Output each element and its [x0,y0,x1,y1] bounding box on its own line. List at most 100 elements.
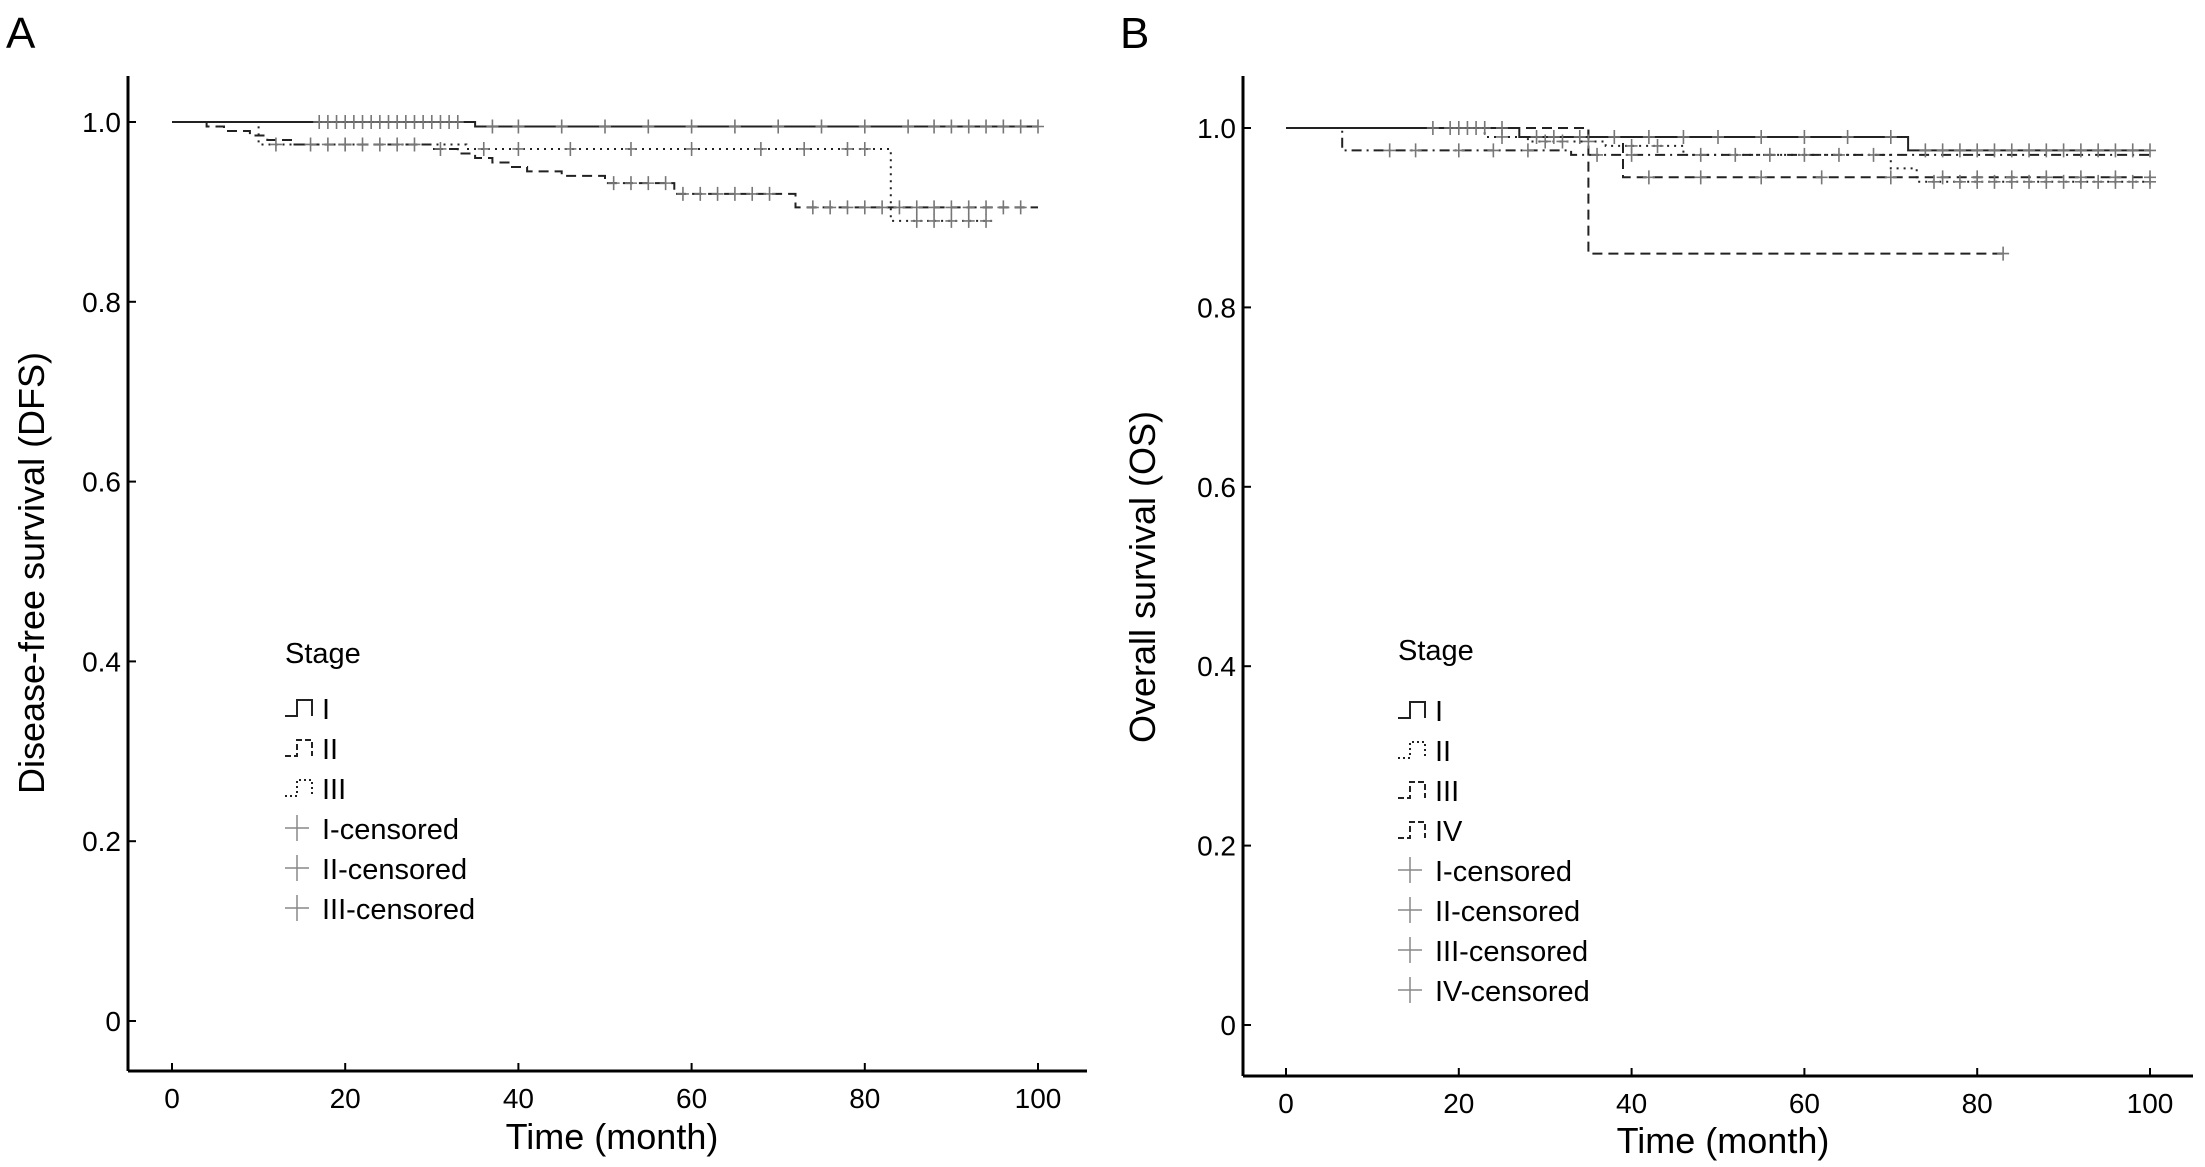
panel-b-censor-mark [1884,129,1897,144]
panel-a-censor-mark [841,200,854,215]
panel-a-censor-mark [962,213,975,228]
panel-a-censor-mark [728,119,741,134]
panel-b-legend-entry: III [1435,776,1459,808]
panel-a-censor-mark [564,141,577,156]
panel-a-censor-mark [815,119,828,134]
panel-a-x-axis-title: Time (month) [506,1116,719,1157]
panel-b-censor-mark [2023,174,2036,189]
panel-b-y-tick-label: 0.8 [1197,292,1236,323]
panel-a-censor-mark [945,213,958,228]
panel-b-legend-entry: III-censored [1435,936,1588,968]
panel-b-censor-mark [1547,129,1560,144]
panel-b-x-tick-label: 100 [2127,1088,2174,1119]
panel-b-legend-entry: IV-censored [1435,976,1590,1008]
panel-b-censor-mark [1755,129,1768,144]
panel-b-legend-line-swatch [1398,701,1426,719]
panel-b-censor-mark [1694,147,1707,162]
panel-b-x-tick-label: 40 [1616,1088,1647,1119]
panel-b-curve-stage-iii [1286,127,2150,156]
panel-a-censor-mark [624,141,637,156]
panel-b-censor-mark [2092,174,2105,189]
panel-b-censor-mark [1988,174,2001,189]
panel-b-censor-mark [2144,170,2156,185]
panel-b-censor-mark [1832,147,1845,162]
panel-a-censor-mark [902,119,915,134]
panel-a-censor-mark [434,141,447,156]
panel-b-legend-line-swatch [1398,741,1426,759]
panel-a-censor-mark [512,119,525,134]
panel-b-legend-entry: I-censored [1435,856,1572,888]
panel-b-censor-mark [1556,134,1569,149]
panel-a-censor-mark [824,200,837,215]
panel-b-censor-mark [1426,121,1439,135]
panel-b-censor-mark [1521,143,1534,158]
panel-a-legend-entry: II-censored [322,854,467,886]
panel-b-censor-mark [1625,147,1638,162]
panel-a-x-tick-label: 0 [164,1083,180,1114]
panel-a-x-tick-label: 20 [330,1083,361,1114]
panel-a-censor-mark [962,119,975,134]
panel-a-censor-mark [624,176,637,191]
panel-b-censor-mark [2005,170,2018,185]
panel-a-censor-mark [599,119,611,134]
panel-b-y-tick-label: 0.6 [1197,472,1236,503]
panel-b-censor-mark [2126,143,2139,158]
panel-a-legend: Stage IIIIIII-censoredII-censoredIII-cen… [285,638,475,926]
panel-a-censor-mark [962,200,975,215]
panel-b-censor-mark [1936,170,1949,185]
panel-b-x-ticks: 0 20 40 60 80 100 [1278,1068,2173,1119]
panel-a-legend-entry: I [322,694,330,726]
panel-a-x-tick-label: 60 [676,1083,707,1114]
panel-b-censor-mark [1971,143,1984,158]
panel-b-censor-mark [1815,170,1828,185]
panel-b-censor-mark [1383,143,1396,158]
panel-b-legend-entry: II [1435,736,1451,768]
panel-b-y-axis-title: Overall survival (OS) [1122,411,1163,743]
panel-b-censor-mark [2144,143,2156,158]
panel-a-y-tick-label: 0.2 [82,826,121,857]
panel-b-x-tick-label: 80 [1962,1088,1993,1119]
panel-a-legend-entry: II [322,734,338,766]
panel-a-label: A [6,9,36,58]
panel-b-y-tick-label: 1.0 [1197,113,1236,144]
panel-b-censor-mark [1539,134,1552,149]
panel-b-censor-mark [1470,121,1483,135]
panel-a-censor-mark [408,137,421,152]
panel-a-censor-mark [676,186,689,201]
panel-a-x-tick-label: 40 [503,1083,534,1114]
panel-a-censor-mark [642,176,655,191]
panel-b-censor-mark [2074,143,2087,158]
panel-a-censor-mark [945,200,958,215]
panel-a-censor-mark [806,200,819,215]
panel-b-censor-mark [1651,138,1664,153]
panel-b-censor-mark [1798,147,1811,162]
panel-b-censor-marks [1383,121,2156,261]
panel-a-censor-mark [373,137,386,152]
panel-a-legend-title: Stage [285,638,361,670]
panel-b-censor-mark [1919,143,1932,158]
panel-b-curve-stage-ii [1286,127,2150,183]
panel-a-legend-entry: I-censored [322,814,459,846]
panel-b-x-tick-label: 0 [1278,1088,1294,1119]
panel-b-legend-line-swatch [1398,821,1426,839]
panel-a-censor-mark [980,213,993,228]
panel-a-censor-mark [910,213,923,228]
panel-b-censor-mark [1763,147,1776,162]
panel-b-censor-mark [1694,170,1707,185]
panel-b-legend-title: Stage [1398,635,1474,667]
panel-b-curve-stage-extra-4 [1286,127,2150,179]
panel-a-censor-mark [659,176,672,191]
panel-b-censor-mark [2057,143,2070,158]
panel-a-legend-entry: III-censored [322,894,475,926]
panel-b-censor-mark [2023,143,2036,158]
panel-b-censor-mark [1755,170,1768,185]
panel-a-censor-mark [772,119,785,134]
panel-a-legend-censor-swatch [285,815,309,841]
panel-a-censor-mark [711,186,724,201]
panel-b-censor-mark [1971,170,1984,185]
panel-b-legend-censor-swatch [1398,897,1422,923]
panel-b: B 0 20 40 60 80 100 0 0.2 0.4 0.6 0.8 1.0 Time (mo… [1120,9,2193,1161]
panel-a-censor-mark [339,137,352,152]
panel-b-legend-entry: II-censored [1435,896,1580,928]
panel-b-x-tick-label: 20 [1443,1088,1474,1119]
